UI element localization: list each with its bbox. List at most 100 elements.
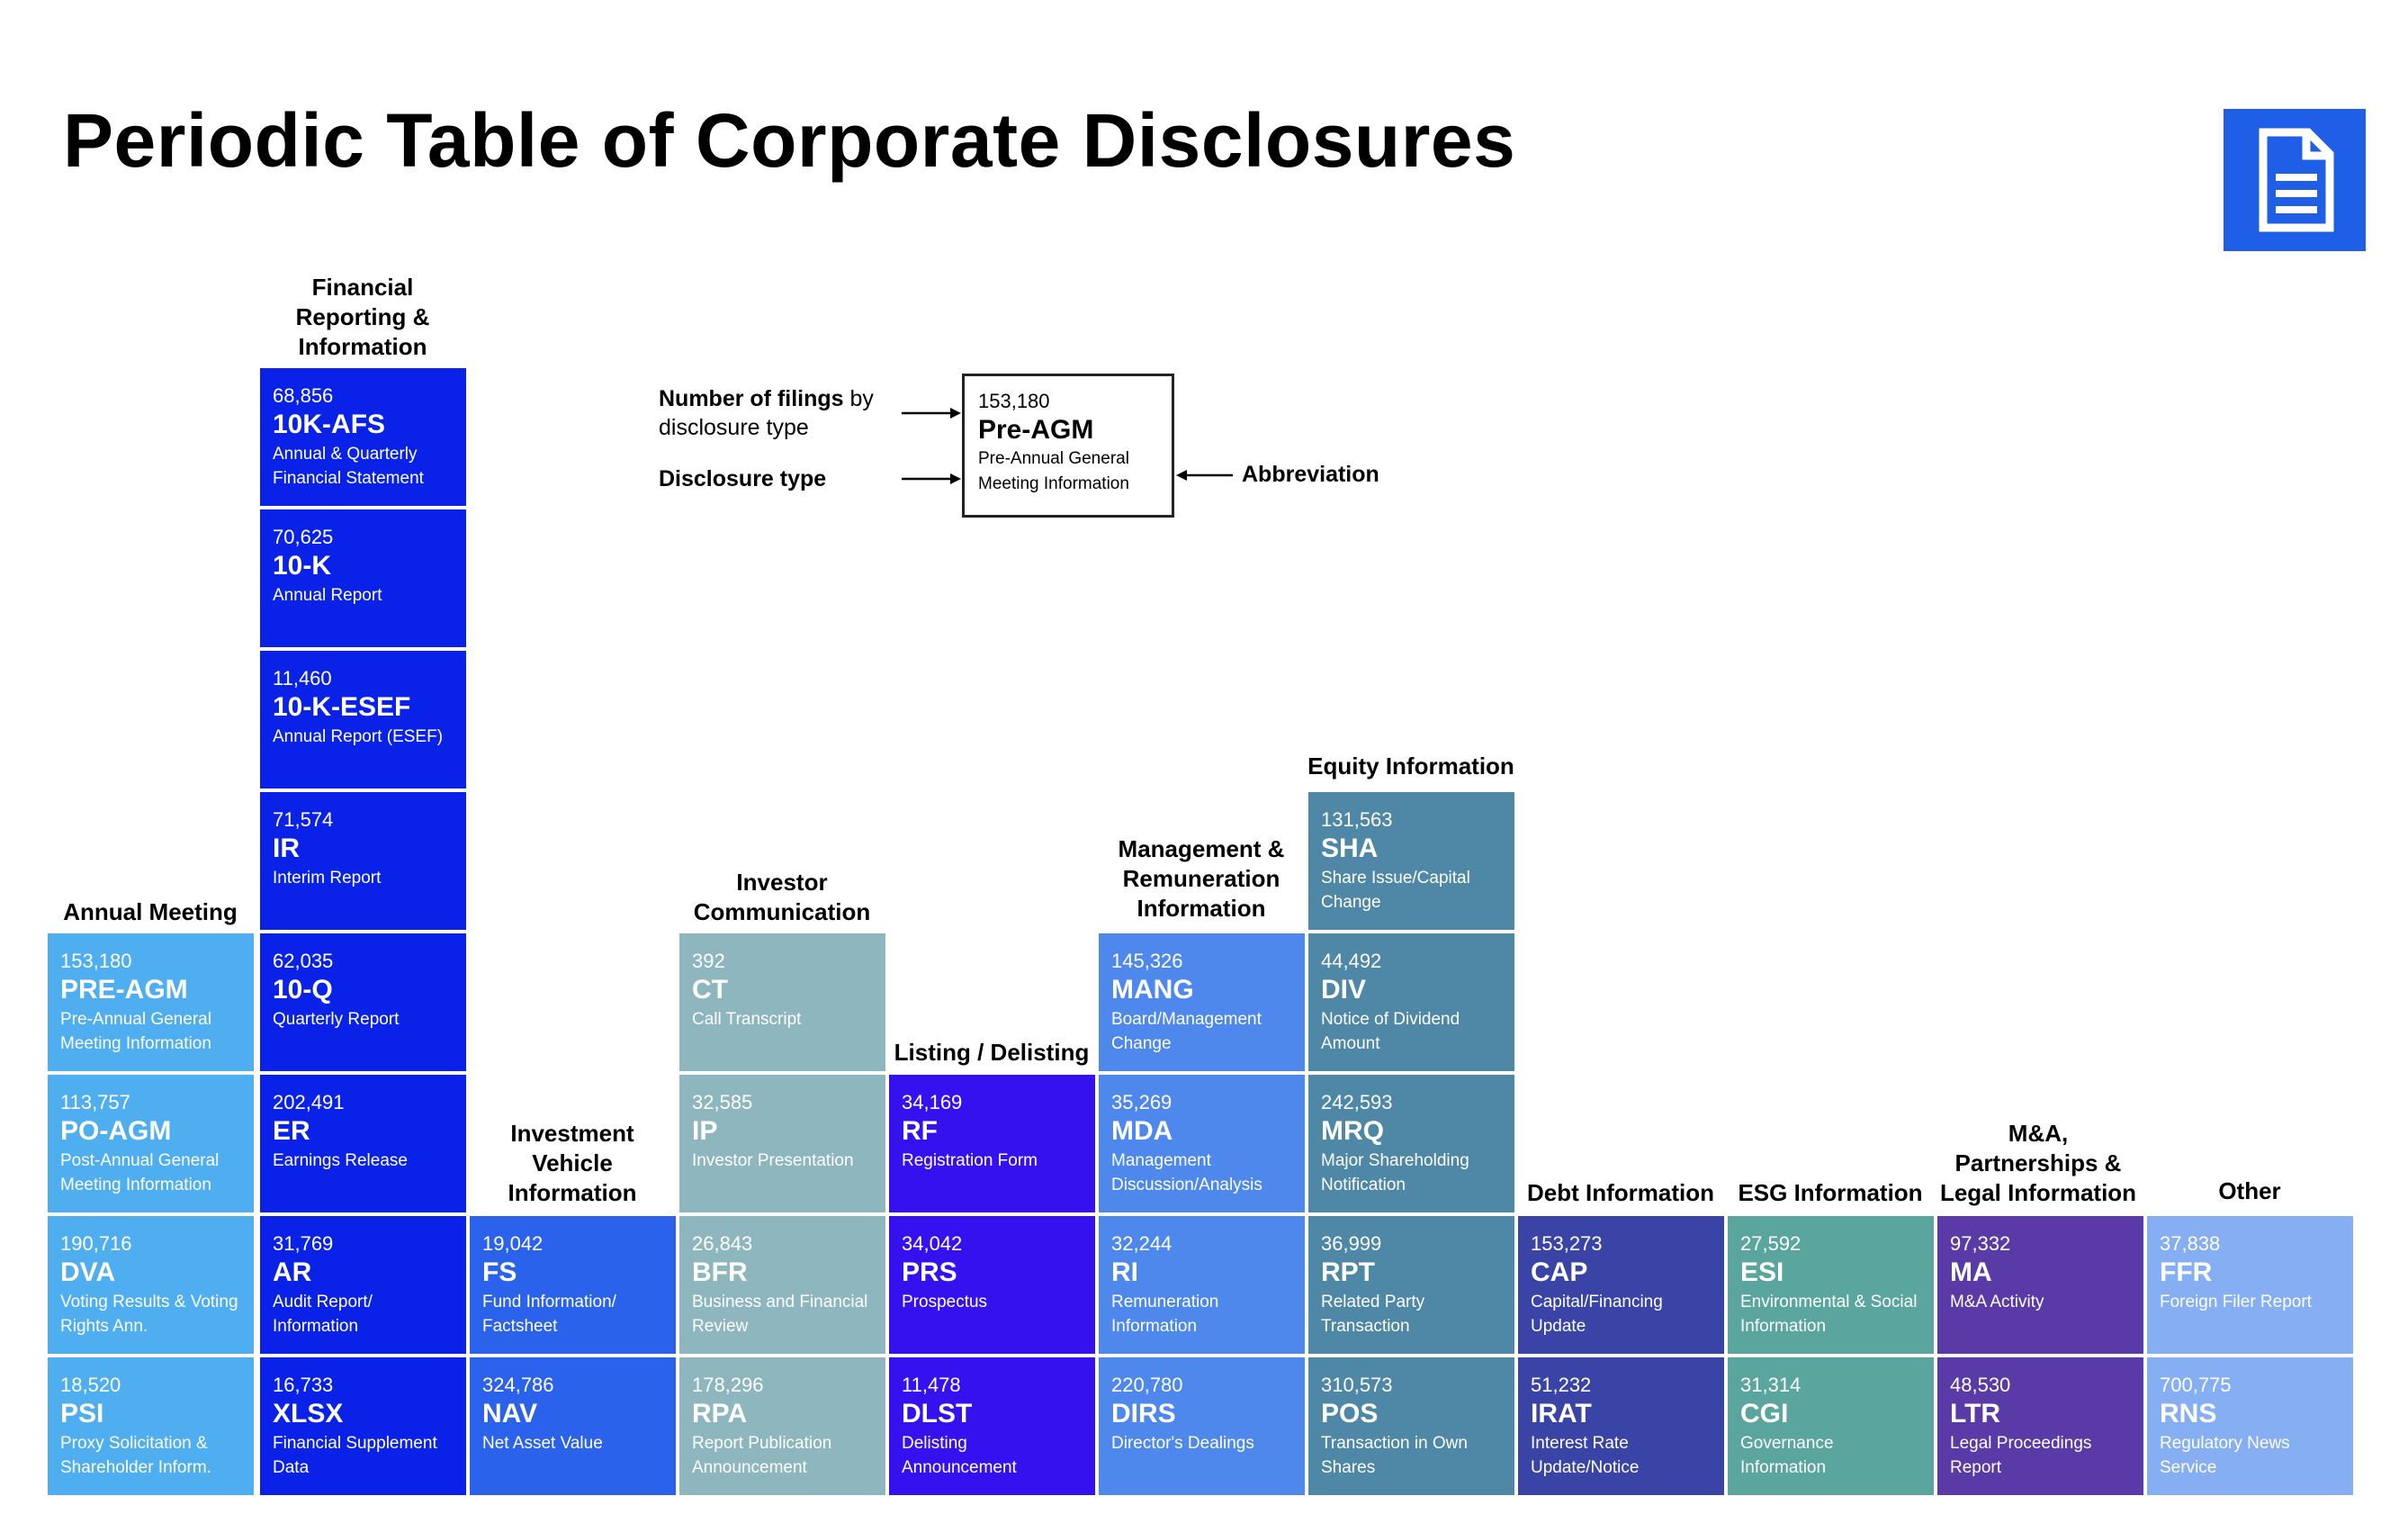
tile-er[interactable]: 202,491 ER Earnings Release — [260, 1075, 466, 1212]
tile-count: 37,838 — [2160, 1232, 2221, 1255]
tile-mda[interactable]: 35,269 MDA Management Discussion/Analysis — [1099, 1075, 1305, 1212]
tile-cgi[interactable]: 31,314 CGI Governance Information — [1728, 1357, 1934, 1495]
group-header-listing: Listing / Delisting — [894, 1039, 1090, 1066]
tile-full-name: Financial Supplement Data — [273, 1434, 437, 1477]
tile-full-name: Director's Dealings — [1111, 1434, 1254, 1453]
tile-ri[interactable]: 32,244 RI Remuneration Information — [1099, 1216, 1305, 1354]
tile-ir[interactable]: 71,574 IR Interim Report — [260, 792, 466, 930]
group-header-ma: M&A, Partnerships & Legal Information — [1939, 1120, 2137, 1206]
document-icon[interactable] — [2224, 109, 2366, 251]
tile-abbreviation: ER — [273, 1116, 310, 1146]
tile-count: 178,296 — [692, 1374, 764, 1396]
tile-count: 71,574 — [273, 808, 334, 831]
tile-abbreviation: 10-K — [273, 551, 332, 581]
tile-count: 392 — [692, 950, 725, 972]
tile-nav[interactable]: 324,786 NAV Net Asset Value — [470, 1357, 676, 1495]
tile-abbreviation: RPA — [692, 1399, 748, 1428]
key-example-tile: 153,180 Pre-AGM Pre-Annual General Meeti… — [962, 374, 1174, 518]
tile-full-name: M&A Activity — [1950, 1293, 2044, 1311]
tile-10-q[interactable]: 62,035 10-Q Quarterly Report — [260, 933, 466, 1071]
tile-full-name: Delisting Announcement — [902, 1434, 1017, 1477]
tile-rns[interactable]: 700,775 RNS Regulatory News Service — [2147, 1357, 2353, 1495]
tile-full-name: Interest Rate Update/Notice — [1531, 1434, 1640, 1477]
tile-count: 31,769 — [273, 1232, 334, 1255]
group-header-investment-vehicle: Investment Vehicle Information — [508, 1120, 637, 1206]
tile-dva[interactable]: 190,716 DVA Voting Results & Voting Rights… — [48, 1216, 254, 1354]
tile-ct[interactable]: 392 CT Call Transcript — [679, 933, 885, 1071]
tile-full-name: Report Publication Announcement — [692, 1434, 832, 1477]
tile-count: 11,478 — [902, 1374, 961, 1396]
tile-full-name: Interim Report — [273, 869, 382, 888]
key-full: Pre-Annual General Meeting Information — [978, 449, 1129, 493]
tile-abbreviation: IR — [273, 834, 300, 863]
group-header-investor-communication: Investor Communication — [693, 869, 871, 925]
tile-count: 34,169 — [902, 1091, 963, 1113]
tile-psi[interactable]: 18,520 PSI Proxy Solicitation & Shareholde… — [48, 1357, 254, 1495]
tile-po-agm[interactable]: 113,757 PO-AGM Post-Annual General Meeting… — [48, 1075, 254, 1212]
tile-abbreviation: FS — [482, 1257, 517, 1287]
tile-mang[interactable]: 145,326 MANG Board/Management Change — [1099, 933, 1305, 1071]
tile-10-k[interactable]: 70,625 10-K Annual Report — [260, 509, 466, 647]
tile-count: 27,592 — [1740, 1232, 1802, 1255]
tile-rf[interactable]: 34,169 RF Registration Form — [889, 1075, 1095, 1212]
tile-irat[interactable]: 51,232 IRAT Interest Rate Update/Notice — [1518, 1357, 1724, 1495]
tile-abbreviation: RNS — [2160, 1399, 2217, 1428]
tile-pre-agm[interactable]: 153,180 PRE-AGM Pre-Annual General Meeting… — [48, 933, 254, 1071]
tile-dirs[interactable]: 220,780 DIRS Director's Dealings — [1099, 1357, 1305, 1495]
tile-dlst[interactable]: 11,478 DLST Delisting Announcement — [889, 1357, 1095, 1495]
tile-abbreviation: PO-AGM — [60, 1116, 172, 1146]
tile-rpt[interactable]: 36,999 RPT Related Party Transaction — [1308, 1216, 1514, 1354]
tile-bfr[interactable]: 26,843 BFR Business and Financial Review — [679, 1216, 885, 1354]
tile-full-name: Major Shareholding Notification — [1321, 1151, 1469, 1194]
tile-pos[interactable]: 310,573 POS Transaction in Own Shares — [1308, 1357, 1514, 1495]
tile-full-name: Registration Form — [902, 1151, 1038, 1170]
tile-ma[interactable]: 97,332 MA M&A Activity — [1937, 1216, 2143, 1354]
tile-ar[interactable]: 31,769 AR Audit Report/ Information — [260, 1216, 466, 1354]
tile-mrq[interactable]: 242,593 MRQ Major Shareholding Notificatio… — [1308, 1075, 1514, 1212]
group-header-other: Other — [2218, 1177, 2281, 1204]
tile-sha[interactable]: 131,563 SHA Share Issue/Capital Change — [1308, 792, 1514, 930]
tile-ltr[interactable]: 48,530 LTR Legal Proceedings Report — [1937, 1357, 2143, 1495]
tile-div[interactable]: 44,492 DIV Notice of Dividend Amount — [1308, 933, 1514, 1071]
tile-full-name: Post-Annual General Meeting Information — [60, 1151, 220, 1194]
tile-abbreviation: RPT — [1321, 1257, 1375, 1287]
tile-count: 35,269 — [1111, 1091, 1173, 1113]
tile-full-name: Governance Information — [1740, 1434, 1834, 1477]
tile-full-name: Proxy Solicitation & Shareholder Inform. — [60, 1434, 211, 1477]
tile-ffr[interactable]: 37,838 FFR Foreign Filer Report — [2147, 1216, 2353, 1354]
tile-abbreviation: 10K-AFS — [273, 410, 386, 439]
tile-full-name: Prospectus — [902, 1293, 988, 1311]
tile-count: 220,780 — [1111, 1374, 1183, 1396]
tile-abbreviation: RF — [902, 1116, 938, 1146]
tile-rpa[interactable]: 178,296 RPA Report Publication Announcemen… — [679, 1357, 885, 1495]
tile-full-name: Voting Results & Voting Rights Ann. — [60, 1293, 238, 1336]
tile-count: 202,491 — [273, 1091, 345, 1113]
tile-abbreviation: PRS — [902, 1257, 957, 1287]
tile-10k-afs[interactable]: 68,856 10K-AFS Annual & Quarterly Financia… — [260, 368, 466, 506]
tile-count: 32,244 — [1111, 1232, 1173, 1255]
group-header-equity: Equity Information — [1307, 752, 1514, 780]
tile-ip[interactable]: 32,585 IP Investor Presentation — [679, 1075, 885, 1212]
tile-full-name: Related Party Transaction — [1321, 1293, 1425, 1336]
tile-esi[interactable]: 27,592 ESI Environmental & Social Informat… — [1728, 1216, 1934, 1354]
tile-count: 97,332 — [1950, 1232, 2011, 1255]
tile-cap[interactable]: 153,273 CAP Capital/Financing Update — [1518, 1216, 1724, 1354]
tile-full-name: Audit Report/ Information — [273, 1293, 373, 1336]
tile-abbreviation: AR — [273, 1257, 312, 1287]
tile-full-name: Net Asset Value — [482, 1434, 603, 1453]
tile-count: 16,733 — [273, 1374, 334, 1396]
tile-count: 11,460 — [273, 667, 332, 689]
tile-abbreviation: IP — [692, 1116, 718, 1146]
tile-xlsx[interactable]: 16,733 XLSX Financial Supplement Data — [260, 1357, 466, 1495]
tile-count: 18,520 — [60, 1374, 121, 1396]
tile-prs[interactable]: 34,042 PRS Prospectus — [889, 1216, 1095, 1354]
page-title: Periodic Table of Corporate Disclosures — [63, 98, 1516, 183]
tile-10-k-esef[interactable]: 11,460 10-K-ESEF Annual Report (ESEF) — [260, 651, 466, 789]
tile-abbreviation: PSI — [60, 1399, 104, 1428]
tile-full-name: Call Transcript — [692, 1010, 802, 1029]
tile-count: 34,042 — [902, 1232, 963, 1255]
tile-abbreviation: 10-Q — [273, 975, 333, 1005]
tile-fs[interactable]: 19,042 FS Fund Information/ Factsheet — [470, 1216, 676, 1354]
tile-abbreviation: RI — [1111, 1257, 1138, 1287]
tile-abbreviation: DLST — [902, 1399, 973, 1428]
